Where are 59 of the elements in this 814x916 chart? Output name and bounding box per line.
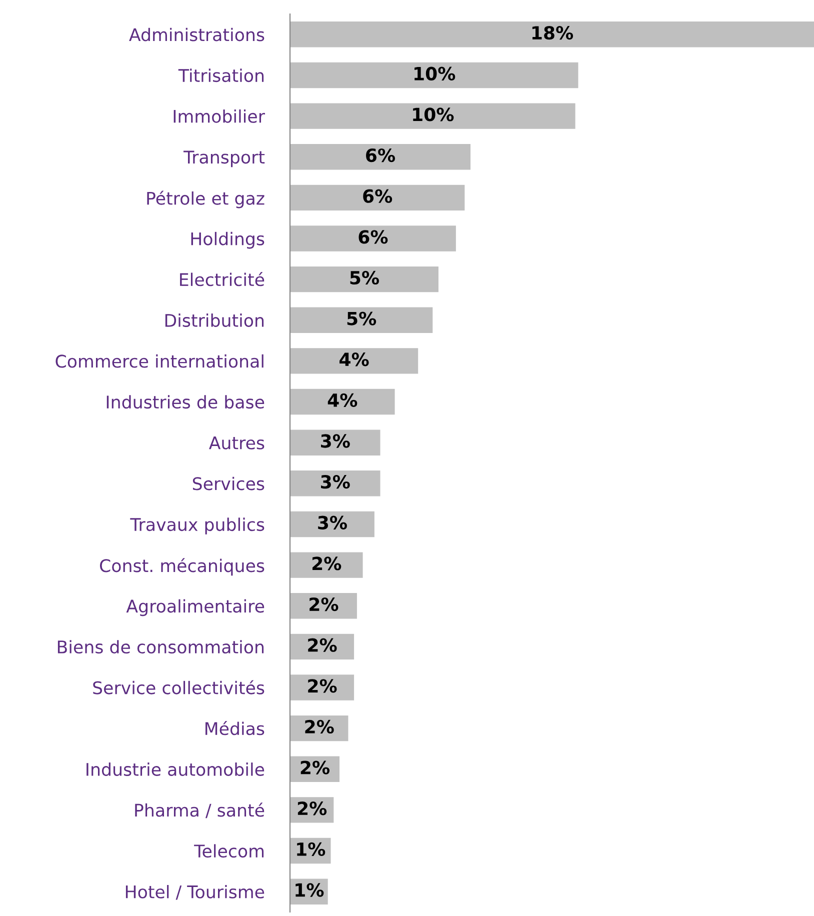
bar: [290, 307, 433, 333]
y-tick-label: Immobilier: [174, 109, 265, 123]
data-label: 5%: [350, 270, 379, 285]
bar: [290, 62, 578, 88]
data-label: 6%: [358, 230, 388, 244]
data-label: 18%: [532, 26, 574, 40]
bar: [290, 348, 418, 374]
bar: [290, 470, 380, 496]
y-tick-label: Industrie automobile: [86, 762, 264, 776]
y-tick-label: Service collectivités: [93, 680, 264, 694]
bar: [290, 674, 354, 700]
data-label: 2%: [300, 760, 330, 774]
bar: [290, 552, 363, 578]
data-label: 2%: [310, 597, 338, 612]
y-tick-label: Industries de base: [106, 395, 264, 409]
y-tick-label: Services: [192, 476, 264, 490]
y-tick-label: Distribution: [165, 314, 264, 327]
data-label: 10%: [414, 66, 456, 80]
bar: [290, 22, 814, 48]
data-label: 2%: [308, 638, 337, 652]
y-tick-label: Hotel / Tourisme: [126, 884, 264, 900]
y-tick-label: Electricité: [180, 272, 264, 286]
data-label: 5%: [347, 312, 376, 326]
data-label: 2%: [305, 720, 334, 734]
data-label: 2%: [298, 802, 327, 816]
data-label: 3%: [321, 434, 350, 448]
data-label: 1%: [297, 842, 326, 856]
y-tick-label: Commerce international: [56, 354, 264, 368]
data-label: 3%: [321, 474, 350, 489]
y-tick-label: Administrations: [129, 28, 264, 42]
y-tick-label: Agroalimentaire: [126, 599, 264, 616]
bar: [290, 184, 465, 211]
bar: [290, 430, 380, 456]
data-label: 4%: [328, 393, 358, 408]
y-tick-label: Const. mécaniques: [100, 558, 264, 576]
data-label: 10%: [413, 108, 454, 122]
data-label: 1%: [296, 883, 324, 897]
y-tick-label: Biens de consommation: [58, 640, 264, 654]
bar: [290, 103, 576, 129]
bar: [290, 511, 374, 538]
data-label: 6%: [363, 189, 392, 203]
bar: [290, 388, 395, 415]
y-tick-label: Médias: [206, 721, 264, 736]
y-tick-label: Autres: [208, 436, 264, 450]
data-label: 6%: [366, 148, 395, 162]
data-label: 3%: [318, 516, 347, 530]
bar: [290, 144, 470, 170]
data-label: 2%: [312, 556, 342, 570]
y-tick-label: Pétrole et gaz: [147, 190, 264, 208]
data-label: 4%: [340, 352, 369, 366]
y-tick-label: Titrisation: [178, 68, 264, 82]
y-tick-label: Transport: [183, 150, 265, 168]
y-tick-label: Travaux publics: [130, 518, 264, 534]
data-label: 2%: [308, 679, 337, 693]
bar: [290, 266, 438, 292]
y-tick-label: Holdings: [191, 232, 264, 249]
y-tick-label: Pharma / santé: [135, 802, 264, 818]
y-tick-label: Telecom: [194, 844, 264, 858]
bar: [290, 226, 456, 252]
